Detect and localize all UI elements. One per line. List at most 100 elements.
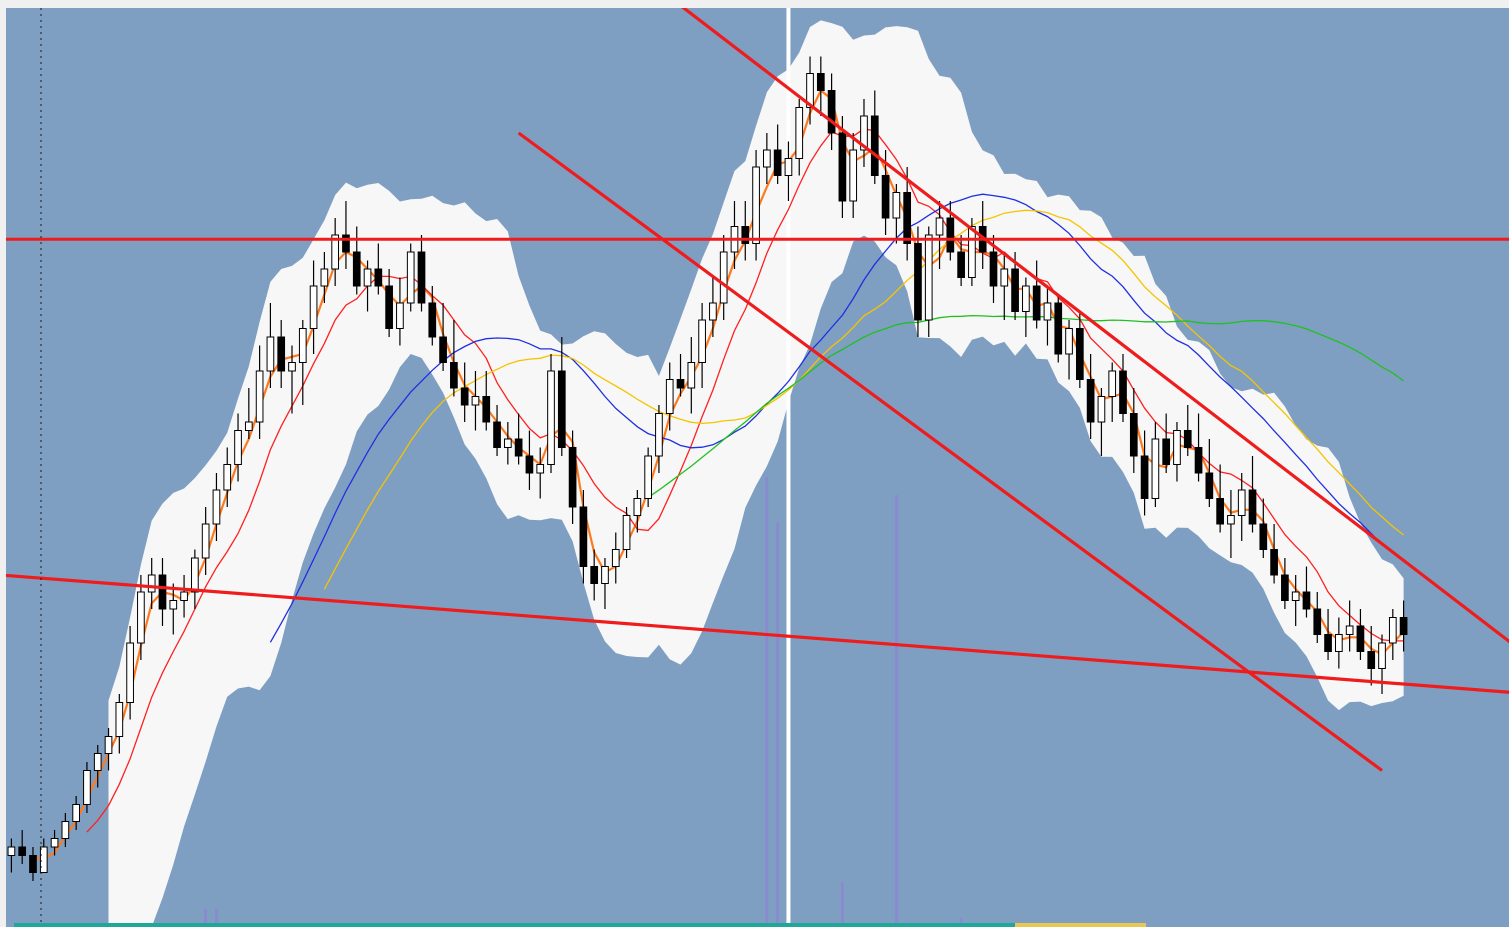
candle-body (29, 855, 37, 873)
candle-body (709, 302, 717, 321)
candle-body (1022, 285, 1030, 312)
candle-body (1108, 370, 1117, 397)
candle-body (827, 90, 836, 134)
candle-body (1270, 549, 1278, 576)
candle-body (309, 285, 318, 329)
bollinger-band (108, 20, 1404, 927)
volume-bar (214, 909, 218, 927)
candle-body (784, 158, 793, 176)
candle-body (1313, 608, 1322, 635)
trendline (6, 573, 1509, 694)
moving-average-line (323, 209, 1405, 590)
candle-body (633, 498, 642, 516)
candle-body (763, 149, 771, 168)
candle-body (1097, 396, 1106, 423)
price-chart[interactable] (6, 8, 1509, 927)
candle-body (741, 226, 750, 244)
candle-body (568, 447, 577, 508)
candle-body (849, 149, 858, 202)
candle-body (860, 115, 868, 151)
candle-body (137, 591, 145, 644)
candle-body (601, 566, 609, 584)
candle-body (363, 268, 372, 287)
candle-body (1129, 413, 1138, 457)
volume-bar (840, 882, 844, 927)
candle-body (417, 251, 426, 304)
candle-body (406, 251, 415, 304)
candle-body (396, 302, 404, 329)
candle-body (1378, 642, 1386, 669)
candle-body (1162, 438, 1171, 465)
status-strip (14, 923, 1146, 927)
candle-body (881, 175, 890, 219)
candle-body (1086, 379, 1095, 423)
candle-body (806, 73, 814, 108)
candle-body (180, 591, 188, 601)
candle-body (816, 73, 825, 91)
candle-body (1032, 285, 1041, 321)
candle-body (266, 336, 275, 372)
candle-body (352, 251, 361, 287)
candle-body (1324, 634, 1332, 652)
candle-body (126, 642, 134, 703)
candle-body (698, 319, 706, 363)
candle-body (298, 328, 307, 363)
candle-body (1205, 472, 1214, 499)
candle-body (870, 115, 879, 176)
candle-body (342, 234, 350, 253)
candle-body (1227, 515, 1235, 525)
candle-body (471, 396, 480, 406)
candle-body (158, 574, 167, 610)
candle-body (331, 234, 340, 270)
candle-body (1140, 455, 1149, 499)
candle-body (557, 370, 566, 448)
candle-body (838, 132, 847, 202)
candle-body (1011, 268, 1019, 312)
candle-body (989, 251, 998, 287)
candle-body (1173, 430, 1181, 465)
candle-body (968, 226, 976, 278)
candle-body (1248, 489, 1257, 525)
candle-body (676, 379, 685, 389)
candle-body (147, 574, 156, 593)
candle-body (201, 523, 210, 559)
candle-body (191, 557, 199, 593)
candle-body (277, 336, 286, 372)
candle-body (244, 421, 253, 431)
candle-body (1119, 370, 1127, 414)
candle-body (83, 770, 91, 805)
candle-body (18, 846, 27, 856)
candle-body (439, 336, 447, 363)
candle-body (687, 362, 696, 389)
candle-body (924, 234, 933, 321)
candle-body (320, 268, 329, 287)
candle-body (503, 438, 512, 448)
candle-body (104, 736, 113, 754)
candle-body (115, 702, 124, 737)
candle-body (1281, 574, 1289, 601)
candle-body (1000, 268, 1009, 287)
candle-body (773, 149, 782, 176)
candle-body (935, 217, 944, 236)
volume-bar (894, 495, 898, 927)
trendline (681, 8, 1509, 644)
candle-body (374, 268, 383, 287)
candle-body (1043, 302, 1052, 321)
volume-bar (776, 522, 780, 927)
candle-body (1194, 447, 1203, 474)
candle-body (719, 251, 728, 304)
candle-body (493, 421, 501, 448)
candle-body (482, 396, 491, 423)
candle-body (72, 804, 80, 822)
candle-body (622, 515, 631, 550)
candle-body (1335, 634, 1343, 652)
candle-body (655, 413, 663, 457)
candle-body (644, 455, 652, 499)
candle-body (223, 464, 232, 491)
candle-body (1302, 591, 1311, 610)
candle-body (1151, 438, 1160, 499)
candle-body (39, 846, 48, 873)
candle-body (1388, 617, 1397, 644)
candle-body (514, 438, 523, 457)
